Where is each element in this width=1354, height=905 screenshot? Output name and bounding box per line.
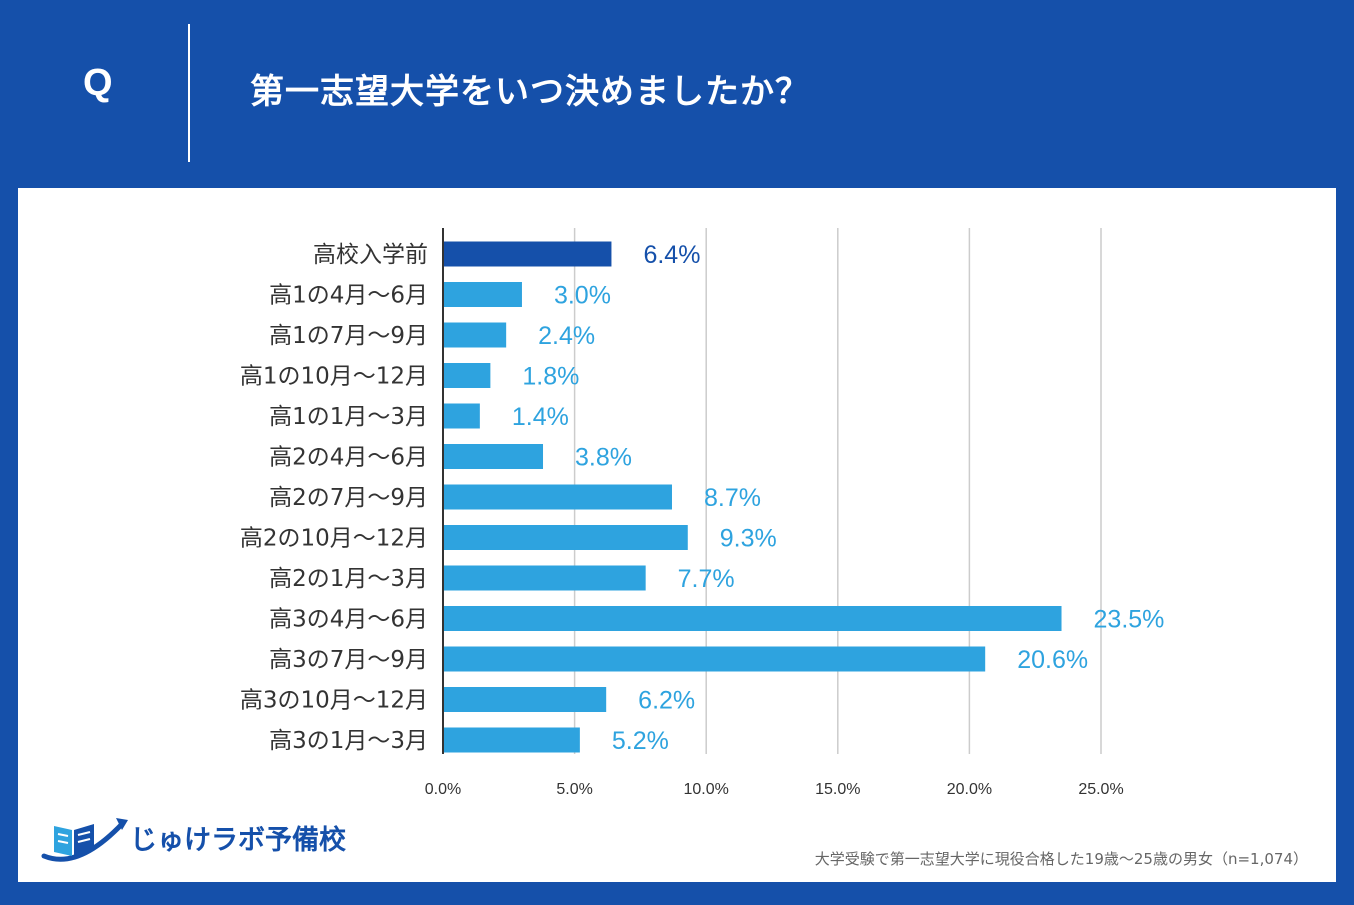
category-label: 高2の1月～3月 xyxy=(269,566,428,592)
bar-chart: 0.0% 5.0% 10.0% 15.0% 20.0% 25.0% 高校入学前 6.4% 高1の… xyxy=(240,228,1165,798)
logo-text: じゅけラボ予備校 xyxy=(130,825,346,856)
book-logo-icon xyxy=(41,818,128,862)
question-mark-label: Q xyxy=(83,62,113,104)
data-label: 1.4% xyxy=(512,403,569,431)
data-label: 1.8% xyxy=(522,363,579,391)
bar xyxy=(443,241,612,267)
category-label: 高2の10月～12月 xyxy=(240,526,428,552)
category-label: 高3の7月～9月 xyxy=(269,647,428,673)
data-label: 8.7% xyxy=(704,484,761,512)
chart-panel: 0.0% 5.0% 10.0% 15.0% 20.0% 25.0% 高校入学前 6.4% 高1の… xyxy=(18,188,1336,882)
bar xyxy=(443,687,607,712)
data-label: 23.5% xyxy=(1094,606,1165,634)
bar xyxy=(443,322,507,348)
x-tick-label: 25.0% xyxy=(1078,781,1123,798)
header-divider xyxy=(188,24,190,162)
bar xyxy=(443,525,688,550)
data-label: 6.2% xyxy=(638,687,695,715)
brand-logo: じゅけラボ予備校 xyxy=(38,812,358,868)
x-tick-label: 0.0% xyxy=(425,781,461,798)
category-label: 高3の4月～6月 xyxy=(269,607,428,633)
x-tick-label: 15.0% xyxy=(815,781,860,798)
bar xyxy=(443,606,1062,631)
bar xyxy=(443,484,672,510)
survey-footnote: 大学受験で第一志望大学に現役合格した19歳～25歳の男女（n=1,074） xyxy=(814,850,1308,868)
category-label: 高校入学前 xyxy=(313,242,428,268)
data-label: 2.4% xyxy=(538,322,595,350)
data-label: 5.2% xyxy=(612,727,669,755)
bar xyxy=(443,565,646,591)
bar xyxy=(443,444,544,469)
data-label: 20.6% xyxy=(1017,646,1088,674)
bar xyxy=(443,727,580,753)
data-label: 7.7% xyxy=(678,565,735,593)
data-label: 6.4% xyxy=(643,241,700,269)
category-label: 高1の1月～3月 xyxy=(269,404,428,430)
category-label: 高3の1月～3月 xyxy=(269,728,428,754)
category-label: 高1の10月～12月 xyxy=(240,364,428,390)
data-label: 3.8% xyxy=(575,444,632,472)
x-tick-label: 5.0% xyxy=(556,781,592,798)
question-title: 第一志望大学をいつ決めましたか？ xyxy=(250,72,810,112)
data-label: 3.0% xyxy=(554,282,611,310)
bar xyxy=(443,646,986,672)
x-tick-label: 10.0% xyxy=(684,781,729,798)
category-label: 高1の4月～6月 xyxy=(269,283,428,309)
data-label: 9.3% xyxy=(720,525,777,553)
bar xyxy=(443,282,522,307)
category-label: 高1の7月～9月 xyxy=(269,323,428,349)
bar xyxy=(443,363,491,388)
bar xyxy=(443,403,480,429)
x-tick-label: 20.0% xyxy=(947,781,992,798)
category-label: 高2の7月～9月 xyxy=(269,485,428,511)
category-label: 高2の4月～6月 xyxy=(269,445,428,471)
category-label: 高3の10月～12月 xyxy=(240,688,428,714)
